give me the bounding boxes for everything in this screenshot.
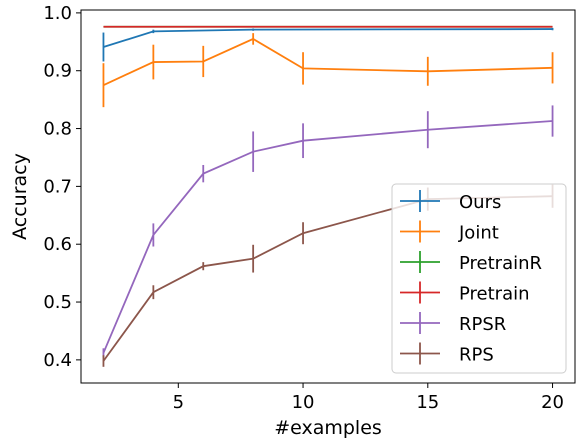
legend-label: PretrainR [459, 253, 542, 274]
x-tick-label: 20 [541, 392, 564, 413]
y-tick-label: 0.7 [43, 176, 72, 197]
legend-label: Joint [458, 223, 499, 244]
legend-label: Pretrain [459, 284, 530, 305]
y-axis: 0.4 0.5 0.6 0.7 0.8 0.9 1.0 [43, 3, 81, 371]
legend: Ours Joint PretrainR Pretrain RPSR RPS [391, 183, 567, 374]
series-line [103, 37, 553, 86]
x-axis: 5 10 15 20 [173, 383, 564, 413]
legend-label: RPS [459, 345, 494, 366]
legend-item: Joint [400, 220, 499, 244]
y-tick-label: 0.6 [43, 234, 72, 255]
legend-item: PretrainR [400, 251, 542, 274]
y-tick-label: 0.4 [43, 350, 72, 371]
y-tick-label: 0.5 [43, 292, 72, 313]
y-tick-label: 0.9 [43, 61, 72, 82]
legend-label: Ours [459, 192, 501, 213]
series-line [103, 28, 553, 48]
plot-area [102, 25, 554, 367]
legend-item: Pretrain [400, 281, 530, 305]
y-axis-title: Accuracy [9, 153, 31, 240]
y-tick-label: 0.8 [43, 119, 72, 140]
series-joint [102, 33, 554, 108]
x-tick-label: 10 [292, 392, 315, 413]
x-tick-label: 15 [416, 392, 439, 413]
x-tick-label: 5 [173, 392, 184, 413]
y-tick-label: 1.0 [43, 3, 72, 24]
axes-frame [80, 9, 576, 384]
legend-item: RPS [400, 342, 494, 366]
x-axis-title: #examples [274, 417, 382, 439]
series-rpsr [102, 105, 554, 358]
legend-item: RPSR [400, 312, 506, 335]
series-ours [102, 27, 554, 62]
legend-item: Ours [400, 190, 501, 213]
legend-label: RPSR [459, 314, 506, 335]
